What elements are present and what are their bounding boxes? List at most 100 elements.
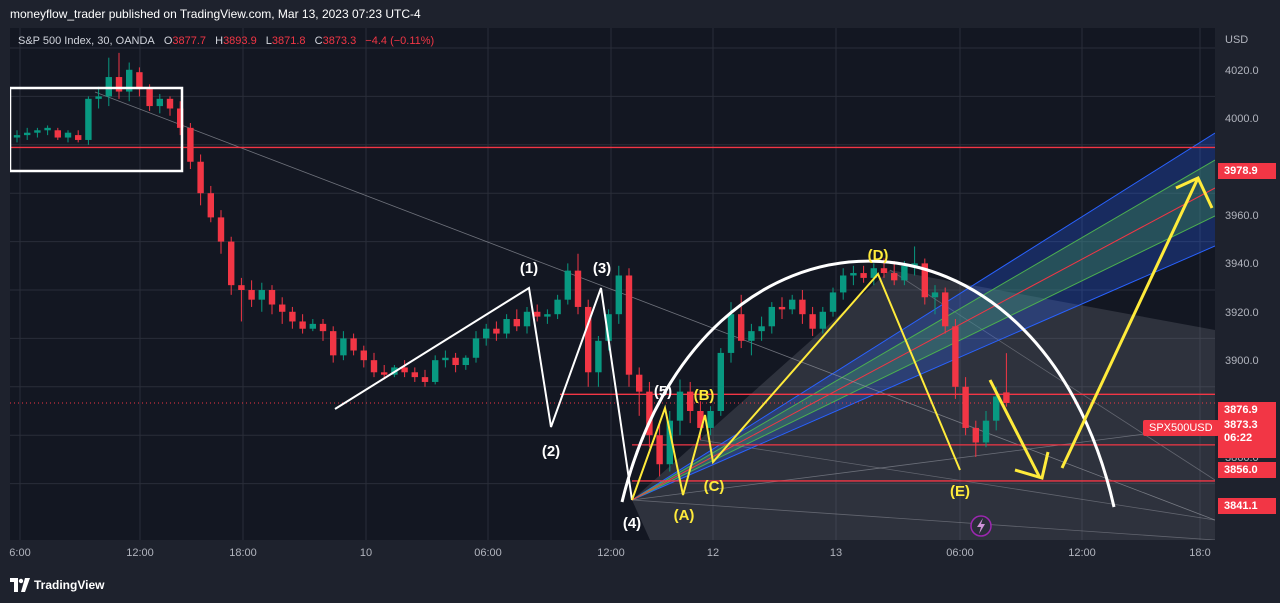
candle-body [177,108,184,128]
candle-body [513,319,520,327]
candle-body [13,135,21,138]
candle-body [738,314,745,341]
channel-and-triangle [94,91,1215,540]
candle-body [605,314,612,341]
candle-body [268,290,276,305]
candle-body [279,304,286,312]
time-tick: 18:00 [229,547,257,559]
candle-body [370,360,378,373]
fan-line [631,499,1215,540]
candle-body [64,132,72,138]
candle-body [350,338,357,351]
top-bar: moneyflow_trader published on TradingVie… [0,0,1280,28]
chart-svg[interactable]: (1) (2) (3) (4) (5) (A) (B) (C) (D) (E) [10,28,1215,540]
candle-body [483,328,490,339]
range-box [10,86,184,173]
candle-body [452,357,459,366]
candle-body [523,311,531,327]
candle-body [911,263,918,266]
candle-body [972,427,979,443]
channel-mid [631,187,1215,501]
time-axis[interactable]: 6:00 12:00 18:00 10 06:00 12:00 12 13 06… [0,540,1215,568]
projection-arrow-up-head [1175,176,1214,209]
candle-body [248,290,255,300]
price-tick: 4000.0 [1225,113,1259,125]
price-axis[interactable]: USD 4020.0 4000.0 3960.0 3940.0 3920.0 3… [1215,28,1280,568]
candle-body [993,396,1000,421]
candle-body [126,69,133,92]
candle-body [258,290,265,300]
candle-body [666,420,673,465]
candle-body [768,306,775,327]
tradingview-logo-icon[interactable] [10,578,30,592]
candle-body [381,372,388,375]
candle-body [840,275,847,293]
candle-body [442,357,449,361]
tradingview-brand[interactable]: TradingView [34,578,105,592]
legend-low-key: L [265,35,272,47]
channel-lower [631,245,1215,501]
time-tick: 06:00 [946,547,974,559]
candle-body [585,306,592,373]
candle-body [146,89,153,107]
candle-body [24,132,31,136]
fan-zone [632,270,1215,540]
price-tick: 3940.0 [1225,258,1259,270]
candle-body [891,273,898,281]
candle-body [401,367,408,373]
candle-body [717,352,724,411]
chart-pane[interactable]: (1) (2) (3) (4) (5) (A) (B) (C) (D) (E) [10,28,1215,540]
candle-body [554,299,561,315]
trend-line [94,91,1215,521]
candle-body [758,326,765,332]
abc-label-d: (D) [868,247,889,264]
candle-body [646,391,653,436]
wave-label-1: (1) [520,260,538,277]
time-tick: 12:00 [1068,547,1096,559]
candle-body [432,360,439,382]
candle-body [952,326,959,387]
legend-symbol: S&P 500 Index, 30, OANDA [18,35,155,47]
candle-body [850,273,857,276]
candle-body [727,314,735,353]
lightning-icon[interactable] [970,515,992,537]
time-tick: 13 [829,547,843,559]
wave-label-4: (4) [623,515,641,532]
candle-body [319,323,327,332]
legend-close-key: C [314,35,323,47]
candle-body [564,270,571,300]
channel-upper [631,132,1215,501]
publish-info: moneyflow_trader published on TradingVie… [10,7,421,21]
candle-body [789,299,796,310]
candle-body [411,372,418,378]
candle-body [75,135,82,140]
time-tick: 18:0 [1189,547,1211,559]
abc-label-a: (A) [674,507,695,524]
abc-label-c: (C) [704,478,725,495]
time-tick: 10 [359,547,373,559]
candle-body [799,299,806,315]
candle-body [228,241,235,286]
currency-label: USD [1225,34,1249,46]
time-tick: 12 [706,547,720,559]
legend-low: 3871.8 [271,35,306,47]
candle-body [829,292,837,312]
candle-body [187,127,194,162]
time-tick: 12:00 [126,547,154,559]
legend-high: 3893.9 [223,35,257,47]
candle-body [942,292,949,327]
time-tick: 06:00 [474,547,502,559]
candle-body [870,268,877,278]
candle-body [544,314,551,317]
candle-body [707,411,714,428]
candle-body [748,331,755,341]
price-tag-level-2: 3856.0 [1218,462,1276,478]
candle-body [819,311,826,329]
projection-arrow-down-head [1014,451,1050,480]
candle-body [615,275,622,315]
candle-body [136,72,143,90]
footer: TradingView [0,568,1280,603]
legend-high-key: H [215,35,224,47]
candle-body [503,319,510,334]
candle-body [962,386,969,428]
